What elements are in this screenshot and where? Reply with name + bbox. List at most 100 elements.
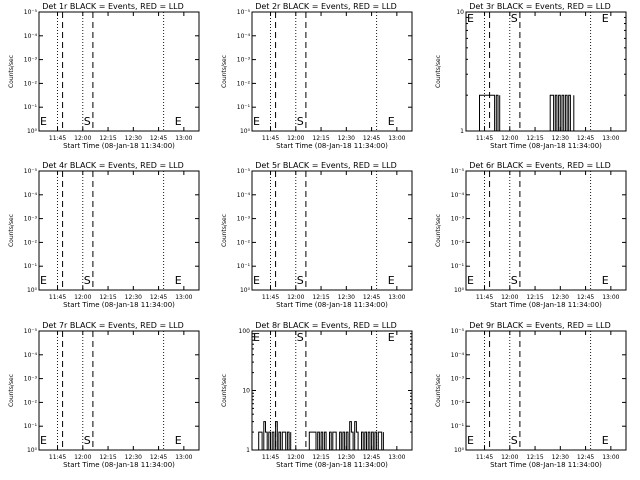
marker-s: S	[297, 274, 304, 287]
x-tick-label: 12:45	[363, 294, 380, 301]
x-axis-label: Start Time (08-Jan-18 11:34:00)	[276, 461, 388, 469]
y-tick-label: 10⁻⁴	[24, 192, 38, 199]
y-axis-label: Counts/sec	[8, 374, 15, 407]
y-tick-label: 10⁻⁵	[451, 328, 465, 335]
x-tick-label: 12:30	[338, 135, 355, 142]
detector-panel-8: Det 8r BLACK = Events, RED = LLD 1 10 100 Co…	[221, 321, 413, 469]
x-axis-label: Start Time (08-Jan-18 11:34:00)	[490, 461, 602, 469]
y-tick-label: 10⁻¹	[237, 263, 251, 270]
y-tick-label: 1	[460, 128, 464, 135]
x-tick-label: 12:15	[526, 294, 543, 301]
x-tick-label: 12:30	[125, 294, 142, 301]
x-tick-label: 12:15	[526, 135, 543, 142]
panel-title: Det 9r BLACK = Events, RED = LLD	[469, 321, 611, 330]
y-tick-label: 10⁻¹	[237, 104, 251, 111]
y-tick-label: 10⁻²	[451, 399, 465, 406]
plot-frame	[465, 11, 627, 132]
x-tick-label: 12:45	[150, 294, 167, 301]
marker-e: E	[388, 274, 395, 287]
x-tick-label: 12:15	[99, 294, 116, 301]
y-tick-label: 10⁰	[27, 447, 38, 454]
y-axis-label: Counts/sec	[221, 214, 228, 247]
marker-s: S	[84, 434, 91, 447]
panel-title: Det 2r BLACK = Events, RED = LLD	[255, 2, 397, 11]
x-tick-label: 13:00	[388, 454, 405, 461]
x-tick-label: 12:00	[74, 294, 91, 301]
x-tick-label: 11:45	[262, 135, 279, 142]
marker-s: S	[297, 331, 304, 344]
x-tick-label: 12:15	[312, 135, 329, 142]
x-tick-label: 12:00	[74, 454, 91, 461]
marker-e: E	[40, 115, 47, 128]
y-tick-label: 10	[456, 9, 464, 16]
x-tick-label: 12:00	[287, 454, 304, 461]
detector-panel-6: Det 6r BLACK = Events, RED = LLD 10⁰ 10⁻¹ 1…	[435, 161, 627, 309]
x-tick-label: 13:00	[602, 135, 619, 142]
marker-e: E	[467, 274, 474, 287]
panel-title: Det 4r BLACK = Events, RED = LLD	[42, 161, 184, 170]
x-tick-label: 12:45	[363, 454, 380, 461]
y-tick-label: 10⁻⁴	[451, 352, 465, 359]
panel-title: Det 6r BLACK = Events, RED = LLD	[469, 161, 611, 170]
x-tick-label: 12:00	[287, 135, 304, 142]
y-tick-label: 10⁰	[27, 128, 38, 135]
marker-s: S	[511, 434, 518, 447]
y-tick-label: 10⁻¹	[451, 263, 465, 270]
x-tick-label: 11:45	[49, 454, 66, 461]
x-tick-label: 12:00	[287, 294, 304, 301]
x-tick-label: 11:45	[476, 454, 493, 461]
x-tick-label: 13:00	[388, 294, 405, 301]
x-tick-label: 12:15	[99, 135, 116, 142]
x-tick-label: 12:45	[363, 135, 380, 142]
y-axis-label: Counts/sec	[221, 374, 228, 407]
y-tick-label: 10⁻⁵	[237, 9, 251, 16]
x-tick-label: 12:30	[338, 454, 355, 461]
marker-e: E	[602, 434, 609, 447]
x-tick-label: 12:00	[501, 454, 518, 461]
x-tick-label: 13:00	[602, 294, 619, 301]
x-tick-label: 13:00	[175, 135, 192, 142]
y-tick-label: 10⁻³	[451, 376, 465, 383]
marker-e: E	[40, 434, 47, 447]
y-tick-label: 10⁻¹	[24, 104, 38, 111]
detector-panel-3: Det 3r BLACK = Events, RED = LLD 1 10 Count…	[435, 2, 627, 150]
y-axis-label: Counts/sec	[435, 214, 442, 247]
x-axis-label: Start Time (08-Jan-18 11:34:00)	[276, 301, 388, 309]
x-tick-label: 12:45	[577, 454, 594, 461]
detector-panel-2: Det 2r BLACK = Events, RED = LLD 10⁰ 10⁻¹ 1…	[221, 2, 413, 150]
panel-title: Det 1r BLACK = Events, RED = LLD	[42, 2, 184, 11]
y-tick-label: 10⁰	[240, 128, 251, 135]
marker-e: E	[467, 434, 474, 447]
x-tick-label: 12:30	[125, 135, 142, 142]
x-tick-label: 12:15	[312, 294, 329, 301]
x-tick-label: 11:45	[476, 135, 493, 142]
y-tick-label: 10⁻²	[451, 239, 465, 246]
detector-panel-9: Det 9r BLACK = Events, RED = LLD 10⁰ 10⁻¹ 1…	[435, 321, 627, 469]
marker-s: S	[297, 115, 304, 128]
x-tick-label: 12:45	[577, 294, 594, 301]
x-tick-label: 13:00	[388, 135, 405, 142]
y-tick-label: 10⁻³	[24, 376, 38, 383]
event-trace	[479, 94, 501, 132]
y-tick-label: 10⁻³	[237, 216, 251, 223]
plot-frame	[38, 11, 200, 132]
event-trace	[549, 94, 575, 132]
x-axis-label: Start Time (08-Jan-18 11:34:00)	[63, 461, 175, 469]
y-tick-label: 10⁻⁵	[451, 168, 465, 175]
x-tick-label: 13:00	[175, 294, 192, 301]
x-tick-label: 11:45	[49, 294, 66, 301]
x-tick-label: 12:00	[501, 294, 518, 301]
event-trace	[308, 421, 384, 451]
y-tick-label: 100	[239, 328, 251, 335]
detector-panel-1: Det 1r BLACK = Events, RED = LLD 10⁰ 10⁻¹ 1…	[8, 2, 200, 150]
marker-e: E	[602, 12, 609, 25]
y-tick-label: 10⁻¹	[451, 423, 465, 430]
y-tick-label: 10⁰	[240, 287, 251, 294]
x-tick-label: 12:30	[552, 135, 569, 142]
marker-e: E	[40, 274, 47, 287]
y-tick-label: 10⁻²	[237, 239, 251, 246]
marker-s: S	[84, 115, 91, 128]
x-tick-label: 12:00	[74, 135, 91, 142]
panel-title: Det 7r BLACK = Events, RED = LLD	[42, 321, 184, 330]
